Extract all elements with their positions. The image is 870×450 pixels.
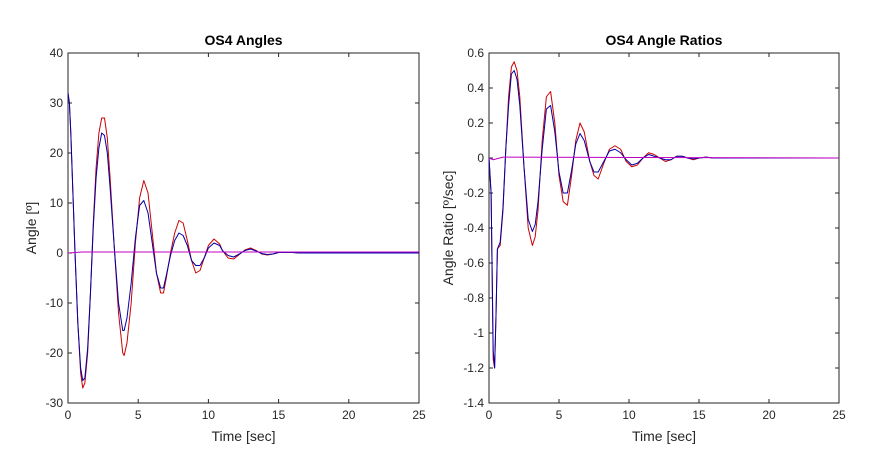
angles-y-tick-label: 30 [50, 96, 64, 110]
angles-x-tick-label: 5 [135, 408, 142, 422]
angles-x-label: Time [sec] [211, 428, 275, 444]
angle-ratios-y-tick-label: 0.6 [467, 46, 484, 60]
angle-ratios-y-tick-label: -0.2 [463, 186, 484, 200]
angles-y-ticks: -30 -20 -10 0 10 20 30 40 [46, 46, 419, 410]
angles-x-tick-label: 0 [65, 408, 72, 422]
angle-ratios-x-label: Time [sec] [632, 428, 696, 444]
angle-ratios-y-tick-label: 0 [477, 151, 484, 165]
angles-x-tick-label: 10 [202, 408, 216, 422]
angles-y-tick-label: -10 [46, 296, 64, 310]
angles-y-tick-label: 10 [50, 196, 64, 210]
angle-ratios-series [488, 61, 840, 369]
angles-title: OS4 Angles [204, 32, 282, 48]
angle-ratios-y-ticks: -1.4 -1.2 -1 -0.8 -0.6 -0.4 -0.2 0 0.2 0.4 0.6 [463, 46, 839, 410]
angles-plot: OS4 Angles 0 5 10 15 20 25 -30 -20 -10 0 10 20 30 40… [23, 32, 426, 444]
angle-ratios-y-tick-label: -1 [473, 326, 484, 340]
angle-ratios-axes-frame [488, 52, 840, 404]
angle-ratios-x-tick-label: 10 [622, 408, 636, 422]
angles-axes-frame [67, 52, 420, 404]
angles-x-tick-label: 20 [342, 408, 356, 422]
angle-ratios-y-tick-label: -0.4 [463, 221, 484, 235]
angle-ratios-x-tick-label: 25 [832, 408, 846, 422]
angle-ratios-x-tick-label: 0 [486, 408, 493, 422]
angle-ratios-y-tick-label: -1.4 [463, 396, 484, 410]
angle-ratios-x-tick-label: 5 [556, 408, 563, 422]
angles-y-tick-label: 40 [50, 46, 64, 60]
angle-ratios-y-tick-label: -0.6 [463, 256, 484, 270]
angle-ratios-x-ticks: 0 5 10 15 20 25 [486, 53, 846, 422]
angles-x-tick-label: 15 [272, 408, 286, 422]
angles-y-tick-label: 20 [50, 146, 64, 160]
angles-y-tick-label: 0 [56, 246, 63, 260]
angles-y-tick-label: -20 [46, 346, 64, 360]
angle-ratios-title: OS4 Angle Ratios [606, 32, 723, 48]
angle-ratios-plot: OS4 Angle Ratios 0 5 10 15 20 25 -1.4 -1.2 -1 -0… [440, 32, 846, 444]
angles-x-tick-label: 25 [412, 408, 426, 422]
angle-ratios-y-tick-label: -1.2 [463, 361, 484, 375]
angle-ratios-x-tick-label: 20 [762, 408, 776, 422]
angle-ratios-y-tick-label: 0.2 [467, 116, 484, 130]
angles-series [67, 92, 419, 389]
angles-series-line-2 [67, 251, 419, 254]
angles-x-ticks: 0 5 10 15 20 25 [65, 53, 426, 422]
angle-ratios-series-line-2 [488, 156, 840, 161]
angles-y-label: Angle [º] [23, 202, 39, 255]
angles-y-tick-label: -30 [46, 396, 64, 410]
angle-ratios-y-tick-label: -0.8 [463, 291, 484, 305]
angle-ratios-x-tick-label: 15 [692, 408, 706, 422]
angle-ratios-y-tick-label: 0.4 [467, 81, 484, 95]
angle-ratios-y-label: Angle Ratio [º/sec] [440, 171, 456, 286]
